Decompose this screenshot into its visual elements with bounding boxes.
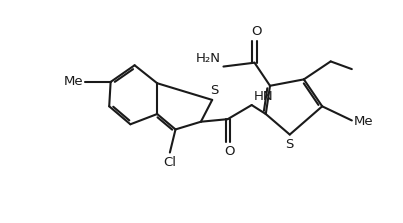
Text: HN: HN xyxy=(254,90,274,103)
Text: Me: Me xyxy=(63,75,83,89)
Text: H₂N: H₂N xyxy=(196,52,221,65)
Text: S: S xyxy=(210,84,219,97)
Text: Me: Me xyxy=(354,115,374,128)
Text: S: S xyxy=(286,138,294,151)
Text: O: O xyxy=(251,25,261,38)
Text: Cl: Cl xyxy=(163,156,177,169)
Text: O: O xyxy=(224,145,235,158)
